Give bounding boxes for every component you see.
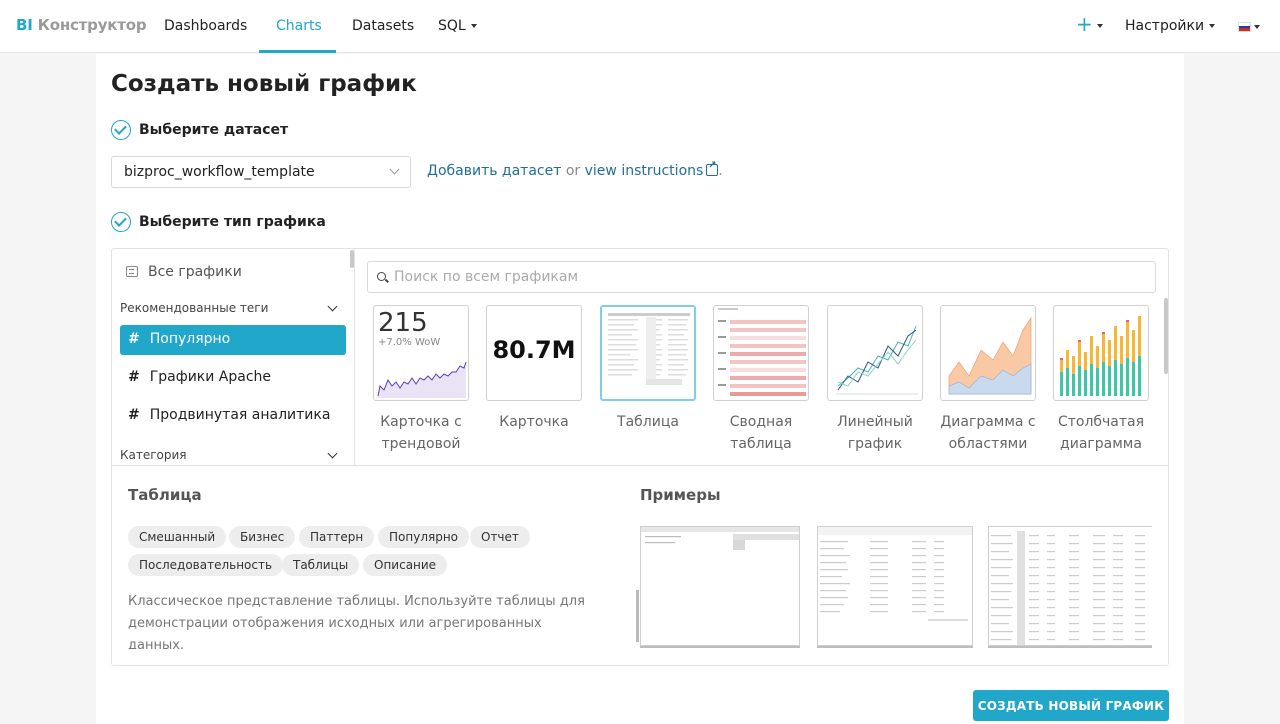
chevron-down-icon[interactable] xyxy=(327,448,338,459)
thumbnail xyxy=(1053,305,1149,401)
add-dataset-link[interactable]: Добавить датасет xyxy=(427,163,562,179)
nav-charts[interactable]: Charts xyxy=(276,18,322,34)
tag-chip: Последовательность xyxy=(128,554,284,576)
tile-label: Карточка xyxy=(499,414,569,430)
grid-icon xyxy=(126,266,138,277)
tile-label: Карточка с трендовой линией xyxy=(380,414,462,452)
chart-tile-area-chart[interactable]: Диаграмма с областями xyxy=(931,305,1045,455)
chevron-down-icon xyxy=(1254,25,1260,29)
tag-chip: Смешанный xyxy=(128,526,227,548)
chart-gallery: 215 +7.0% WoW Карточка с трендовой линие… xyxy=(356,300,1168,465)
thumb-subtext: +7.0% WoW xyxy=(378,337,441,348)
thumb-number: 80.7M xyxy=(492,336,576,364)
top-navbar: BI Конструктор Dashboards Charts Dataset… xyxy=(0,0,1280,53)
tag-popular[interactable]: # Популярно xyxy=(120,325,346,355)
nav-dashboards[interactable]: Dashboards xyxy=(164,18,248,34)
chart-tags-sidebar: Все графики Рекомендованные теги # Популя… xyxy=(112,249,355,465)
dataset-select[interactable]: bizproc_workflow_template xyxy=(111,156,411,188)
tag-chip: Паттерн xyxy=(299,526,375,548)
chevron-down-icon xyxy=(1096,23,1103,28)
example-image[interactable] xyxy=(988,526,1152,646)
trendline-graphic xyxy=(377,361,467,398)
tag-chip: Популярно xyxy=(378,526,470,548)
plus-icon[interactable]: + xyxy=(1076,14,1103,34)
or-text: or xyxy=(565,163,581,179)
chart-tile-bar-chart[interactable]: Столбчатая диаграмма xyxy=(1044,305,1158,455)
tile-label: Сводная таблица xyxy=(729,414,793,452)
nav-sql[interactable]: SQL xyxy=(438,18,477,34)
nav-datasets[interactable]: Datasets xyxy=(352,18,415,34)
examples-title: Примеры xyxy=(640,486,721,504)
chevron-down-icon xyxy=(470,24,477,28)
tag-chip: Бизнес xyxy=(229,526,296,548)
bar-chart-graphic xyxy=(1060,316,1141,396)
table-graphic xyxy=(608,313,690,385)
example-table-graphic xyxy=(991,531,1145,645)
thumbnail: 80.7M xyxy=(486,305,582,401)
examples-gallery xyxy=(636,522,1152,650)
search-placeholder: Поиск по всем графикам xyxy=(394,269,579,285)
check-circle-icon xyxy=(111,120,131,140)
check-circle-icon xyxy=(111,212,131,232)
page-title: Создать новый график xyxy=(111,71,417,97)
thumbnail xyxy=(600,305,696,401)
examples-scrollbar[interactable] xyxy=(636,590,639,642)
sidebar-scrollbar[interactable] xyxy=(350,250,354,268)
chevron-down-icon xyxy=(389,164,400,175)
tag-chip: Таблицы xyxy=(282,554,360,576)
tag-apache[interactable]: # Графики Apache xyxy=(128,369,272,385)
chart-tile-pivot-table[interactable]: Сводная таблица xyxy=(704,305,818,455)
gallery-scrollbar[interactable] xyxy=(1164,298,1168,374)
thumbnail xyxy=(940,305,1036,401)
chevron-down-icon[interactable] xyxy=(327,301,338,312)
tile-label: Столбчатая диаграмма xyxy=(1057,414,1145,452)
divider xyxy=(112,465,1168,466)
hash-icon: # xyxy=(128,369,140,385)
settings-menu[interactable]: Настройки xyxy=(1125,18,1216,34)
tile-label: Диаграмма с областями xyxy=(940,414,1036,452)
thumbnail xyxy=(713,305,809,401)
dataset-links: Добавить датасет or view instructions. xyxy=(427,160,723,179)
language-flag-icon[interactable] xyxy=(1238,22,1251,32)
example-table-graphic xyxy=(818,527,972,621)
pivot-table-graphic xyxy=(718,308,806,398)
area-chart-graphic xyxy=(948,316,1032,395)
chart-tile-big-number[interactable]: 80.7M Карточка xyxy=(477,305,591,433)
example-table-graphic xyxy=(641,527,799,550)
period-text: . xyxy=(718,163,723,179)
chart-search-input[interactable]: Поиск по всем графикам xyxy=(367,261,1156,293)
tag-advanced-analytics[interactable]: # Продвинутая аналитика xyxy=(128,407,331,423)
search-icon xyxy=(377,272,386,281)
tile-label: Таблица xyxy=(617,414,679,430)
line-chart-graphic xyxy=(836,325,918,395)
step-choose-chart-type: Выберите тип графика xyxy=(139,214,326,230)
tag-chip: Отчет xyxy=(470,526,530,548)
external-link-icon xyxy=(706,160,719,176)
chart-tile-line-chart[interactable]: Линейный график xyxy=(818,305,932,455)
chart-type-panel xyxy=(111,248,1169,666)
tile-label: Линейный график xyxy=(837,414,913,452)
thumbnail xyxy=(827,305,923,401)
hash-icon: # xyxy=(128,407,140,423)
thumbnail: 215 +7.0% WoW xyxy=(373,305,469,401)
category-heading[interactable]: Категория xyxy=(120,448,187,462)
dataset-select-value: bizproc_workflow_template xyxy=(124,164,315,180)
tag-chip: Описание xyxy=(363,554,448,576)
all-charts-item[interactable]: Все графики xyxy=(126,264,242,280)
recommended-tags-heading[interactable]: Рекомендованные теги xyxy=(120,301,269,315)
brand-logo[interactable]: BI Конструктор xyxy=(16,16,147,34)
chevron-down-icon xyxy=(1209,24,1216,28)
hash-icon: # xyxy=(128,331,140,347)
selected-chart-title: Таблица xyxy=(128,486,202,504)
example-image[interactable] xyxy=(640,526,800,646)
active-tab-underline xyxy=(259,50,336,53)
chart-tile-big-number-trend[interactable]: 215 +7.0% WoW Карточка с трендовой линие… xyxy=(364,305,478,455)
chart-description: Классическое представление таблицы. Испо… xyxy=(128,594,585,649)
view-instructions-link[interactable]: view instructions xyxy=(585,160,719,179)
thumb-number: 215 xyxy=(378,308,428,338)
example-image[interactable] xyxy=(817,526,973,646)
chart-tile-table[interactable]: Таблица xyxy=(591,305,705,433)
create-chart-button[interactable]: СОЗДАТЬ НОВЫЙ ГРАФИК xyxy=(973,690,1169,721)
step-choose-dataset: Выберите датасет xyxy=(139,122,289,138)
